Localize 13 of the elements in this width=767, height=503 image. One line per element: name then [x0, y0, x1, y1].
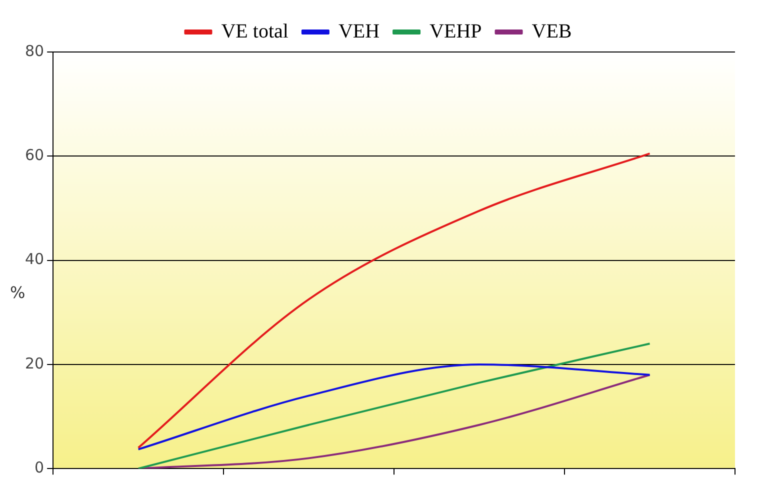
legend-label: VEB — [532, 20, 572, 42]
y-tick-label: 80 — [24, 42, 44, 60]
line-series — [137, 152, 651, 449]
legend-label: VEH — [338, 20, 380, 42]
legend-label: VEHP — [430, 20, 482, 42]
y-tick-label: 40 — [24, 250, 44, 268]
y-tick-label: 0 — [34, 458, 44, 476]
y-tick-label: 20 — [24, 354, 44, 372]
line-series — [137, 363, 651, 450]
legend-label: VE total — [221, 20, 289, 42]
y-tick-label: 60 — [24, 146, 44, 164]
y-axis-title: % — [10, 282, 26, 302]
line-series — [137, 342, 651, 469]
